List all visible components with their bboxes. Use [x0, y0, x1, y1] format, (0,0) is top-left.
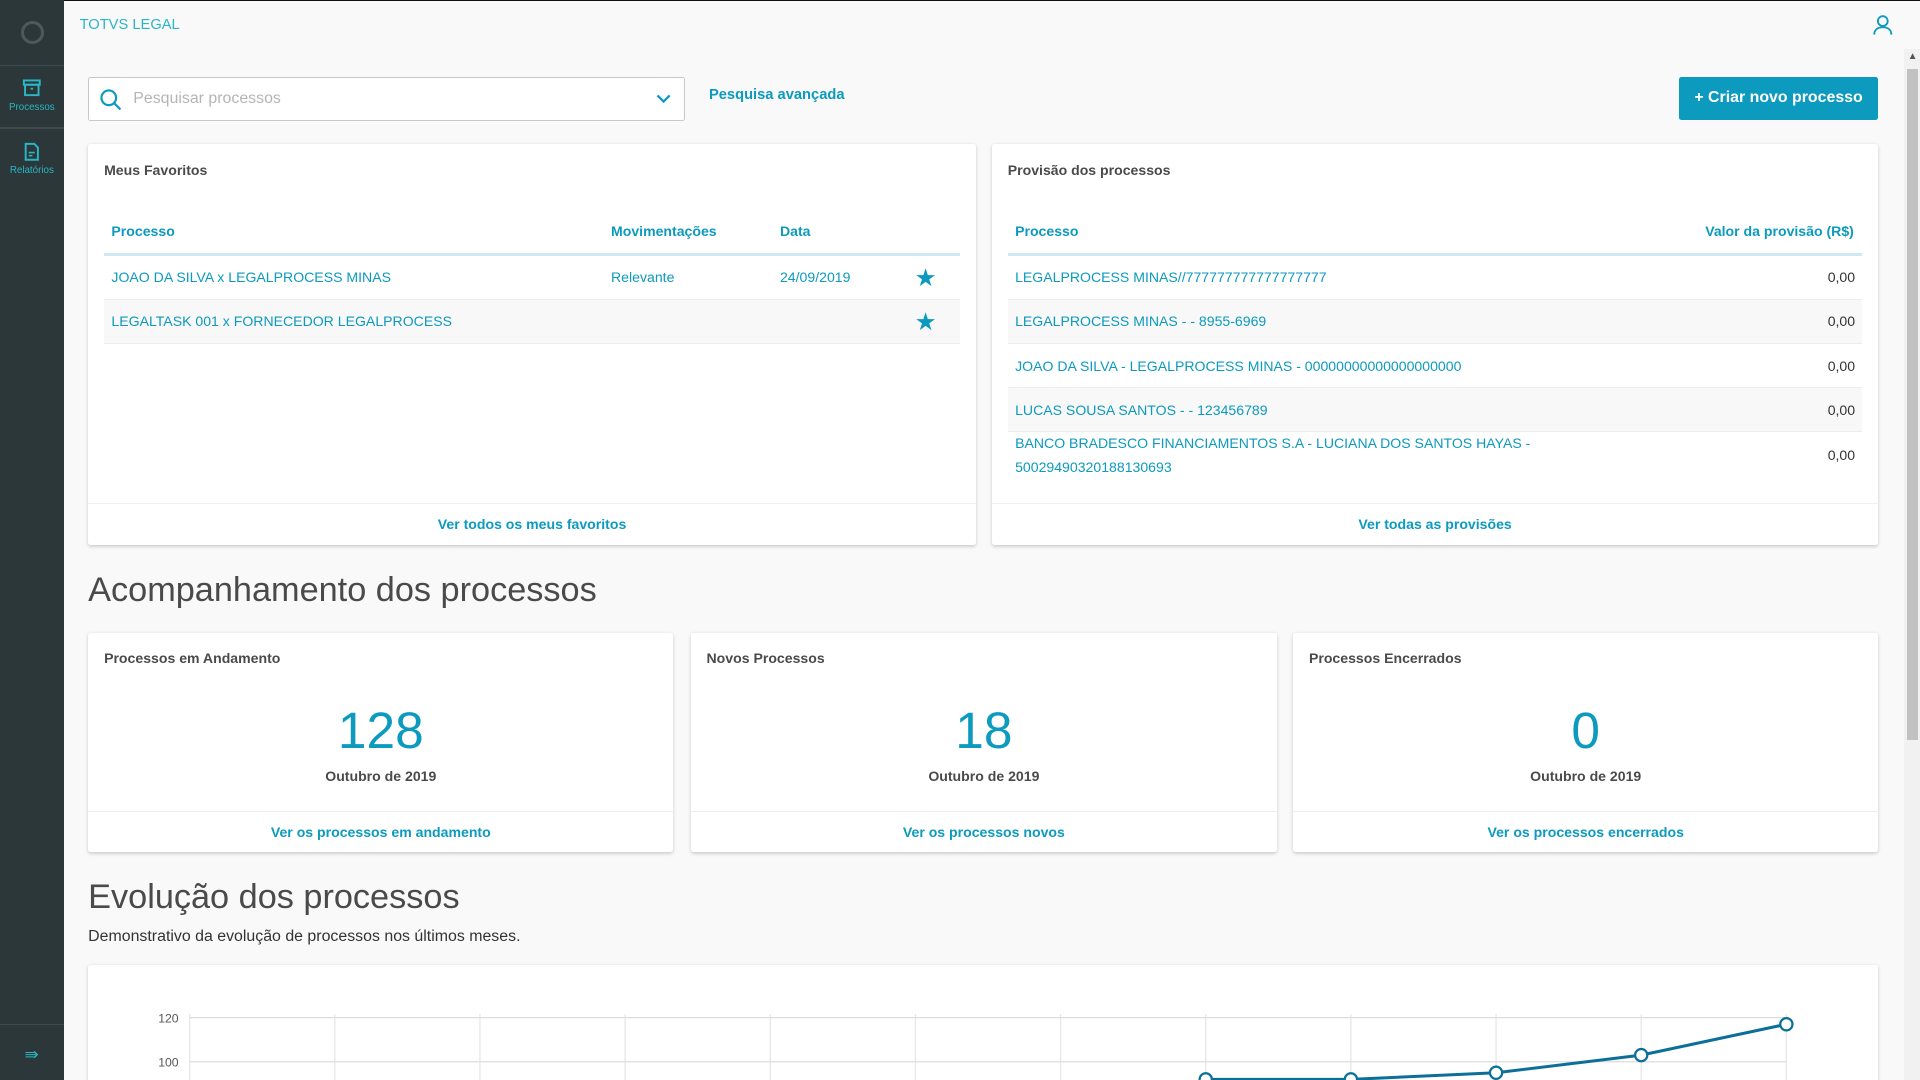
- section-title: Acompanhamento dos processos: [88, 570, 597, 609]
- view-all-favorites-link[interactable]: Ver todos os meus favoritos: [88, 503, 976, 544]
- table-row[interactable]: LEGALPROCESS MINAS - - 8955-6969 0,00: [1007, 299, 1863, 344]
- scrollbar[interactable]: ▲: [1904, 48, 1920, 1080]
- logo-icon: [20, 20, 44, 44]
- sidebar-item-relatorios[interactable]: Relatórios: [0, 142, 64, 176]
- chart-card: 120 100: [88, 964, 1879, 1080]
- process-link[interactable]: LEGALTASK 001 x FORNECEDOR LEGALPROCESS: [111, 313, 452, 330]
- create-process-button[interactable]: + Criar novo processo: [1678, 77, 1879, 120]
- value-cell: 0,00: [1827, 313, 1856, 330]
- table-row[interactable]: LEGALTASK 001 x FORNECEDOR LEGALPROCESS …: [104, 299, 960, 344]
- stat-period: Outubro de 2019: [325, 767, 437, 784]
- evolution-chart: 120 100: [158, 1011, 1794, 1080]
- stat-card-andamento: Processos em Andamento 128 Outubro de 20…: [88, 633, 674, 853]
- value-cell: 0,00: [1827, 401, 1856, 418]
- data-point: [1634, 1047, 1649, 1063]
- card-title: Novos Processos: [706, 650, 825, 667]
- search-input[interactable]: Pesquisar processos: [88, 77, 686, 121]
- star-icon[interactable]: ★: [914, 309, 937, 337]
- stat-period: Outubro de 2019: [928, 767, 1040, 784]
- card-title: Provisão dos processos: [1007, 161, 1171, 178]
- process-link[interactable]: JOAO DA SILVA - LEGALPROCESS MINAS - 000…: [1015, 357, 1462, 374]
- data-point: [1779, 1016, 1794, 1032]
- process-link[interactable]: BANCO BRADESCO FINANCIAMENTOS S.A - LUCI…: [1015, 434, 1531, 451]
- value-cell: 0,00: [1827, 446, 1856, 463]
- sidebar-item-label: Processos: [9, 101, 55, 113]
- star-icon[interactable]: ★: [914, 265, 937, 293]
- card-title: Meus Favoritos: [104, 161, 208, 178]
- stat-value: 0: [1571, 701, 1600, 760]
- sidebar-item-processos[interactable]: Processos: [0, 78, 64, 113]
- column-header: Movimentações: [611, 222, 717, 239]
- movement-cell: Relevante: [611, 269, 675, 286]
- process-link-cont[interactable]: 50029490320188130693: [1015, 459, 1172, 476]
- view-all-provisions-link[interactable]: Ver todas as provisões: [991, 503, 1879, 544]
- provision-card: Provisão dos processos Processo Valor da…: [991, 144, 1879, 545]
- date-cell: 24/09/2019: [779, 269, 851, 286]
- table-row[interactable]: JOAO DA SILVA x LEGALPROCESS MINAS Relev…: [104, 256, 960, 300]
- column-header: Valor da provisão (R$): [1705, 222, 1854, 239]
- search-icon: [100, 89, 122, 111]
- process-link[interactable]: LEGALPROCESS MINAS - - 8955-6969: [1015, 313, 1267, 330]
- data-point: [1343, 1072, 1359, 1080]
- table-row[interactable]: LEGALPROCESS MINAS//777777777777777777 0,…: [1007, 256, 1863, 300]
- user-icon[interactable]: [1873, 14, 1893, 40]
- column-header: Processo: [111, 222, 175, 239]
- card-title: Processos em Andamento: [104, 650, 281, 667]
- data-point: [1198, 1072, 1214, 1080]
- process-link[interactable]: JOAO DA SILVA x LEGALPROCESS MINAS: [111, 269, 391, 286]
- stat-period: Outubro de 2019: [1530, 767, 1642, 784]
- advanced-search-link[interactable]: Pesquisa avançada: [708, 86, 845, 103]
- scrollbar-thumb[interactable]: [1906, 68, 1918, 740]
- section-description: Demonstrativo da evolução de processos n…: [88, 928, 521, 946]
- stat-card-encerrados: Processos Encerrados 0 Outubro de 2019 V…: [1293, 633, 1879, 853]
- sidebar: Processos Relatórios ⇛: [0, 0, 64, 1080]
- table-row[interactable]: LUCAS SOUSA SANTOS - - 123456789 0,00: [1007, 388, 1863, 432]
- process-link[interactable]: LEGALPROCESS MINAS//777777777777777777: [1015, 269, 1327, 286]
- search-placeholder: Pesquisar processos: [133, 90, 281, 108]
- stat-value: 18: [955, 701, 1013, 760]
- column-header: Processo: [1015, 222, 1079, 239]
- column-header: Data: [779, 222, 811, 239]
- card-title: Processos Encerrados: [1308, 650, 1462, 667]
- chevron-down-icon[interactable]: [655, 93, 672, 105]
- view-new-link[interactable]: Ver os processos novos: [690, 810, 1278, 852]
- view-closed-link[interactable]: Ver os processos encerrados: [1293, 810, 1879, 852]
- process-link[interactable]: LUCAS SOUSA SANTOS - - 123456789: [1015, 401, 1268, 418]
- y-tick-label: 100: [158, 1056, 179, 1070]
- data-point: [1488, 1065, 1504, 1080]
- view-in-progress-link[interactable]: Ver os processos em andamento: [88, 810, 674, 852]
- value-cell: 0,00: [1827, 357, 1856, 374]
- stat-value: 128: [337, 701, 424, 760]
- value-cell: 0,00: [1827, 269, 1856, 286]
- app-title: TOTVS LEGAL: [79, 17, 180, 34]
- table-row[interactable]: JOAO DA SILVA - LEGALPROCESS MINAS - 000…: [1007, 344, 1863, 388]
- favorites-card: Meus Favoritos Processo Movimentações Da…: [88, 144, 976, 545]
- y-tick-label: 120: [158, 1011, 179, 1025]
- archive-icon: [22, 79, 41, 97]
- section-title: Evolução dos processos: [88, 877, 460, 916]
- stat-card-novos: Novos Processos 18 Outubro de 2019 Ver o…: [690, 633, 1278, 853]
- table-row[interactable]: BANCO BRADESCO FINANCIAMENTOS S.A - LUCI…: [1008, 432, 1863, 493]
- sidebar-item-label: Relatórios: [9, 165, 54, 177]
- document-icon: [24, 142, 39, 161]
- menu-collapse-icon[interactable]: ⇛: [24, 1044, 39, 1065]
